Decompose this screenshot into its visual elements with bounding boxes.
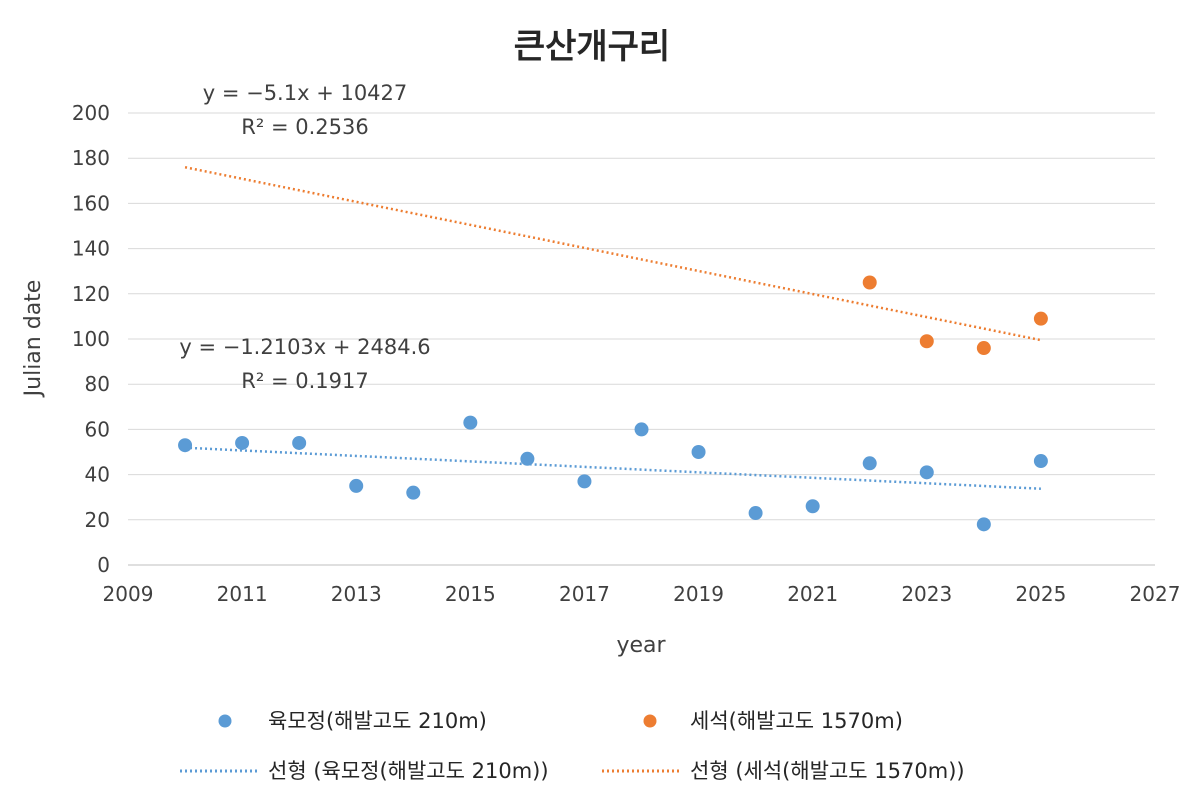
x-tick-label: 2011 — [217, 582, 268, 606]
legend-label-trend-blue: 선형 (육모정(해발고도 210m)) — [268, 759, 549, 783]
data-point-blue — [691, 445, 706, 459]
x-tick-label: 2019 — [673, 582, 724, 606]
legend-label-trend-orange: 선형 (세석(해발고도 1570m)) — [690, 759, 965, 783]
legend-label-orange: 세석(해발고도 1570m) — [690, 709, 903, 733]
data-point-blue — [349, 478, 364, 493]
data-point-blue — [577, 474, 592, 489]
x-tick-label: 2021 — [787, 582, 838, 606]
data-point-blue — [976, 517, 991, 532]
trendline-orange — [184, 166, 1042, 342]
annotation-layer: y = −5.1x + 10427 R² = 0.2536 y = −1.210… — [179, 81, 430, 393]
data-point-blue — [178, 438, 193, 453]
trendline-r2-orange: R² = 0.2536 — [241, 115, 368, 139]
data-point-blue — [919, 465, 934, 480]
y-tick-label: 120 — [72, 282, 110, 306]
data-point-blue — [634, 422, 649, 437]
tick-layer: 0 20 40 60 80 100 120 140 160 180 200 2009 2011 2013 2… — [72, 101, 1181, 606]
point-layer — [178, 275, 1048, 532]
x-tick-label: 2013 — [331, 582, 382, 606]
data-point-orange — [919, 334, 934, 349]
x-tick-label: 2023 — [901, 582, 952, 606]
x-tick-label: 2015 — [445, 582, 496, 606]
trendline-equation-orange: y = −5.1x + 10427 — [203, 81, 408, 105]
y-tick-label: 20 — [85, 508, 110, 532]
data-point-blue — [235, 435, 250, 450]
data-point-blue — [292, 435, 307, 450]
y-tick-label: 0 — [97, 553, 110, 577]
data-point-blue — [805, 499, 820, 514]
x-tick-label: 2009 — [103, 582, 154, 606]
data-point-blue — [463, 415, 478, 430]
y-tick-label: 200 — [72, 101, 110, 125]
x-tick-label: 2025 — [1015, 582, 1066, 606]
data-point-orange — [1033, 311, 1048, 326]
data-point-orange — [862, 275, 877, 290]
y-tick-label: 100 — [72, 327, 110, 351]
chart-title: 큰산개구리 — [514, 27, 670, 67]
legend: 육모정(해발고도 210m) 세석(해발고도 1570m) 선형 (육모정(해발… — [180, 709, 965, 783]
data-point-blue — [520, 451, 535, 466]
y-tick-label: 160 — [72, 191, 110, 215]
data-point-blue — [1033, 454, 1048, 469]
legend-marker-blue — [218, 714, 232, 728]
trendline-r2-blue: R² = 0.1917 — [241, 369, 368, 393]
trendline-layer — [184, 166, 1042, 490]
x-axis-label: year — [616, 633, 666, 658]
legend-label-blue: 육모정(해발고도 210m) — [268, 709, 487, 733]
data-point-blue — [748, 506, 763, 521]
y-axis-label: Julian date — [21, 280, 46, 399]
data-point-blue — [862, 456, 877, 471]
y-tick-label: 80 — [85, 372, 110, 396]
legend-marker-orange — [643, 714, 657, 728]
x-tick-label: 2027 — [1130, 582, 1181, 606]
y-tick-label: 40 — [85, 463, 110, 487]
trendline-equation-blue: y = −1.2103x + 2484.6 — [179, 335, 430, 359]
y-tick-label: 180 — [72, 146, 110, 170]
data-point-orange — [976, 341, 991, 356]
data-point-blue — [406, 485, 421, 500]
grid-layer — [128, 112, 1155, 566]
x-tick-label: 2017 — [559, 582, 610, 606]
trendline-blue — [184, 446, 1041, 490]
y-tick-label: 60 — [85, 417, 110, 441]
y-tick-label: 140 — [72, 237, 110, 261]
